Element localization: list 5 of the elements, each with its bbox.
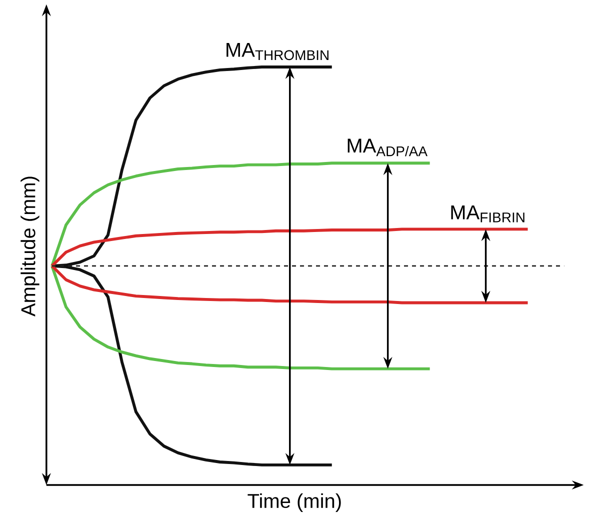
text: MA$_{THROMBIN}$: [226, 43, 328, 60]
annotation: MA$_{FIBRIN}$: [451, 205, 524, 222]
y-axis-title: Amplitude (mm): [20, 176, 40, 317]
annotation: MA$_{ADP/AA}$: [348, 138, 428, 156]
x-axis-title: Time (min): [248, 493, 341, 512]
